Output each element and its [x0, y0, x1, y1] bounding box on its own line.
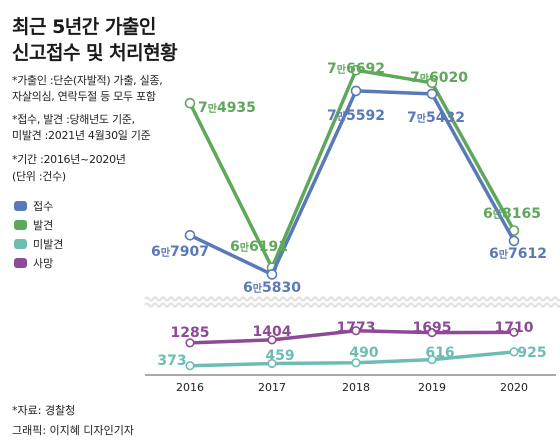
- point-접수-2018: [350, 85, 362, 97]
- legend: 접수 발견 미발견 사망: [14, 196, 63, 272]
- point-미발견-2016: [185, 361, 195, 371]
- point-접수-2020: [508, 235, 520, 247]
- label-접수-2019: 7만5432: [407, 110, 465, 126]
- point-미발견-2020: [509, 347, 519, 357]
- x-tick-label-2020: 2020: [500, 381, 528, 394]
- legend-item-balgyeon: 발견: [14, 215, 63, 234]
- note-line-6: (단위 :건수): [12, 170, 66, 183]
- point-사망-2018: [351, 326, 361, 336]
- point-사망-2019: [427, 328, 437, 338]
- axis-break-wave-top: [144, 296, 560, 302]
- label-사망-2016: 1285: [171, 325, 210, 341]
- x-tick-label-2018: 2018: [342, 381, 370, 394]
- label-접수-2016: 6만7907: [151, 244, 209, 260]
- note-line-2: 자살의심, 연락두절 등 모두 포함: [12, 90, 156, 103]
- legend-label-balgyeon: 발견: [33, 218, 54, 232]
- point-발견-2018: [350, 64, 362, 76]
- point-사망-2017: [267, 335, 277, 345]
- label-미발견-2019: 616: [425, 345, 454, 361]
- point-발견-2016: [184, 97, 196, 109]
- label-사망-2018: 1773: [337, 320, 376, 336]
- label-발견-2018: 7만6692: [327, 61, 385, 77]
- note-line-3: *접수, 발견 :당해년도 기준,: [12, 113, 135, 126]
- note-line-4: 미발견 :2021년 4월30일 기준: [12, 129, 151, 142]
- source-note: *자료: 경찰청: [12, 404, 76, 417]
- legend-swatch-mibalgyeon: [14, 238, 27, 249]
- legend-swatch-samang: [14, 257, 27, 268]
- label-발견-2020: 6만8165: [483, 206, 541, 222]
- point-접수-2016: [184, 230, 196, 241]
- label-발견-2017: 6만6191: [230, 239, 288, 255]
- label-접수-2020: 6만7612: [489, 246, 547, 262]
- label-사망-2019: 1695: [413, 320, 452, 336]
- point-접수-2019: [426, 88, 438, 100]
- legend-label-mibalgyeon: 미발견: [33, 237, 64, 251]
- chart-title-line2: 신고접수 및 처리현황: [12, 42, 178, 64]
- x-tick-label-2019: 2019: [418, 381, 446, 394]
- label-접수-2018: 7만5592: [327, 108, 385, 124]
- legend-item-jeopsu: 접수: [14, 196, 63, 215]
- legend-label-jeopsu: 접수: [33, 199, 54, 213]
- point-접수-2017: [266, 269, 278, 280]
- x-tick-label-2016: 2016: [176, 381, 204, 394]
- label-발견-2016: 7만4935: [198, 100, 256, 116]
- point-발견-2019: [426, 77, 438, 89]
- x-tick-label-2017: 2017: [258, 381, 286, 394]
- label-발견-2019: 7만6020: [410, 70, 468, 86]
- point-미발견-2018: [351, 358, 361, 368]
- label-미발견-2020: 925: [517, 345, 546, 361]
- note-line-5: *기간 :2016년~2020년: [12, 153, 126, 166]
- legend-swatch-jeopsu: [14, 200, 27, 211]
- legend-item-samang: 사망: [14, 253, 63, 272]
- point-미발견-2019: [427, 355, 437, 365]
- note-line-1: *가출인 :단순(자발적) 가출, 실종,: [12, 74, 163, 87]
- graphic-credit: 그래픽: 이지혜 디자인기자: [12, 424, 135, 437]
- label-미발견-2017: 459: [265, 348, 294, 364]
- chart-title-line1: 최근 5년간 가출인: [12, 16, 156, 38]
- point-사망-2020: [509, 327, 519, 337]
- point-미발견-2017: [267, 358, 277, 369]
- label-미발견-2016: 373: [157, 353, 186, 369]
- point-사망-2016: [185, 338, 195, 348]
- legend-swatch-balgyeon: [14, 219, 27, 230]
- axis-break-wave-bottom: [144, 302, 560, 308]
- label-사망-2017: 1404: [253, 324, 292, 340]
- label-미발견-2018: 490: [349, 345, 378, 361]
- label-사망-2020: 1710: [495, 320, 534, 336]
- legend-item-mibalgyeon: 미발견: [14, 234, 63, 253]
- label-접수-2017: 6만5830: [243, 280, 301, 296]
- legend-label-samang: 사망: [33, 256, 54, 270]
